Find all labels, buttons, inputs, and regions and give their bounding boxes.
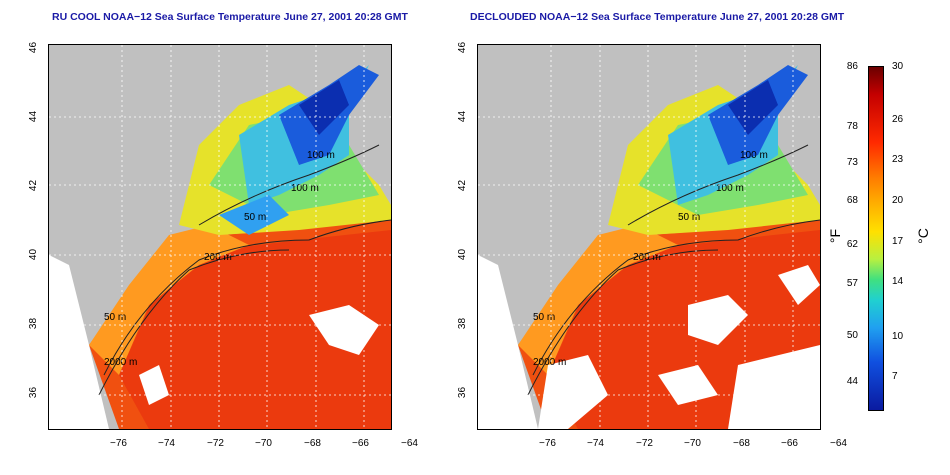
- contour-label: 100 m: [291, 183, 319, 194]
- x-tick-label: −66: [352, 438, 369, 449]
- y-tick-label: 40: [457, 248, 469, 261]
- y-tick-label: 44: [28, 110, 40, 123]
- contour-label: 100 m: [307, 150, 335, 161]
- fahrenheit-unit-label: °F: [827, 228, 844, 244]
- x-tick-label: −74: [158, 438, 175, 449]
- left-map-title: RU COOL NOAA−12 Sea Surface Temperature …: [52, 11, 408, 23]
- x-tick-label: −70: [684, 438, 701, 449]
- x-tick-label: −76: [110, 438, 127, 449]
- right-map-panel: 100 m 100 m 50 m 200 m 50 m 2000 m: [477, 44, 821, 430]
- right-sst-map: 100 m 100 m 50 m 200 m 50 m 2000 m: [478, 45, 820, 429]
- y-tick-label: 46: [457, 41, 469, 54]
- x-tick-label: −70: [255, 438, 272, 449]
- y-tick-label: 38: [457, 317, 469, 330]
- contour-label: 50 m: [104, 312, 126, 323]
- colorbar-f-tick: 62: [846, 239, 858, 250]
- contour-label: 50 m: [533, 312, 555, 323]
- colorbar-f-tick: 50: [846, 330, 858, 341]
- x-tick-label: −68: [304, 438, 321, 449]
- x-tick-label: −74: [587, 438, 604, 449]
- contour-label: 100 m: [716, 183, 744, 194]
- contour-label: 100 m: [740, 150, 768, 161]
- x-tick-label: −72: [207, 438, 224, 449]
- colorbar-c-tick: 14: [892, 276, 904, 287]
- colorbar-f-tick: 44: [846, 376, 858, 387]
- colorbar-c-tick: 20: [892, 195, 904, 206]
- colorbar-f-tick: 86: [846, 61, 858, 72]
- contour-label: 200 m: [204, 252, 232, 263]
- x-tick-label: −68: [733, 438, 750, 449]
- left-map-panel: 100 m 100 m 50 m 200 m 50 m 2000 m: [48, 44, 392, 430]
- colorbar-c-tick: 10: [892, 331, 904, 342]
- y-tick-label: 42: [457, 179, 469, 192]
- x-tick-label: −76: [539, 438, 556, 449]
- y-tick-label: 36: [28, 386, 40, 399]
- colorbar-f-tick: 73: [846, 157, 858, 168]
- contour-label: 2000 m: [533, 357, 566, 368]
- celsius-unit-label: °C: [914, 228, 931, 244]
- y-tick-label: 40: [28, 248, 40, 261]
- y-tick-label: 38: [28, 317, 40, 330]
- colorbar-c-tick: 23: [892, 154, 904, 165]
- y-tick-label: 42: [28, 179, 40, 192]
- contour-label: 50 m: [678, 212, 700, 223]
- x-tick-label: −66: [781, 438, 798, 449]
- contour-label: 200 m: [633, 252, 661, 263]
- colorbar-f-tick: 68: [846, 195, 858, 206]
- x-tick-label: −64: [830, 438, 847, 449]
- temperature-colorbar: [868, 66, 884, 411]
- colorbar-c-tick: 26: [892, 114, 904, 125]
- right-map-title: DECLOUDED NOAA−12 Sea Surface Temperatur…: [470, 11, 845, 23]
- colorbar-c-tick: 7: [892, 371, 898, 382]
- contour-label: 2000 m: [104, 357, 137, 368]
- colorbar-f-tick: 78: [846, 121, 858, 132]
- left-sst-map: 100 m 100 m 50 m 200 m 50 m 2000 m: [49, 45, 391, 429]
- y-tick-label: 46: [28, 41, 40, 54]
- x-tick-label: −72: [636, 438, 653, 449]
- contour-label: 50 m: [244, 212, 266, 223]
- colorbar-f-tick: 57: [846, 278, 858, 289]
- y-tick-label: 36: [457, 386, 469, 399]
- colorbar-c-tick: 17: [892, 236, 904, 247]
- y-tick-label: 44: [457, 110, 469, 123]
- colorbar-c-tick: 30: [892, 61, 904, 72]
- x-tick-label: −64: [401, 438, 418, 449]
